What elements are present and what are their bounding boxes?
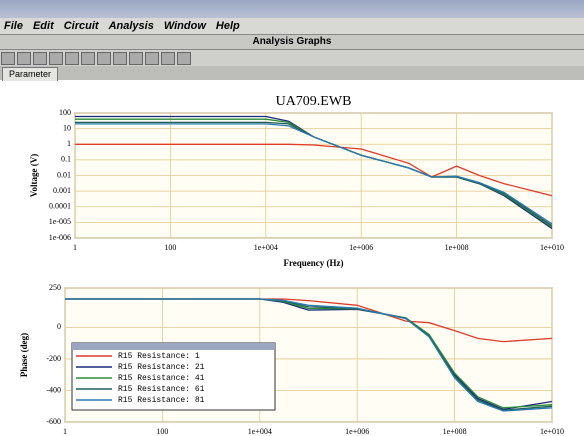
tab-row: Parameter — [0, 66, 584, 80]
tab-parameter[interactable]: Parameter — [2, 67, 58, 81]
menu-analysis[interactable]: Analysis — [109, 20, 154, 32]
y-tick-label: 0 — [57, 322, 61, 331]
y-tick-label: 1 — [67, 139, 71, 148]
title-bar — [0, 0, 584, 18]
menu-circuit[interactable]: Circuit — [64, 20, 99, 32]
y-axis-label: Phase (deg) — [19, 333, 29, 377]
menu-edit[interactable]: Edit — [33, 20, 54, 32]
y-tick-label: 0.01 — [57, 170, 71, 179]
x-tick-label: 1e+006 — [345, 427, 369, 436]
x-tick-label: 1e+006 — [349, 243, 373, 252]
x-tick-label: 100 — [156, 427, 168, 436]
y-tick-label: 1e-006 — [49, 233, 71, 242]
x-tick-label: 1e+008 — [443, 427, 467, 436]
y-tick-label: 0.001 — [53, 186, 71, 195]
menu-window[interactable]: Window — [164, 20, 206, 32]
app-window: File Edit Circuit Analysis Window Help Analys… — [0, 0, 584, 436]
x-axis-label: Frequency (Hz) — [283, 258, 343, 268]
x-tick-label: 1e+010 — [540, 243, 564, 252]
legend-label: R15 Resistance: 41 — [118, 374, 205, 383]
graphs: UA709.EWB 1e-006 1e-005 0.0001 0.001 0.01 0.1 1… — [0, 80, 584, 436]
y-tick-label: 1e-005 — [49, 217, 71, 226]
menu-bar: File Edit Circuit Analysis Window Help — [0, 18, 584, 34]
y-tick-label: -400 — [46, 385, 61, 394]
y-axis-label: Voltage (V) — [29, 154, 39, 197]
y-tick-label: -200 — [46, 354, 61, 363]
subwindow-title: Analysis Graphs — [0, 34, 584, 50]
y-tick-label: 250 — [49, 283, 61, 292]
x-tick-label: 1e+008 — [445, 243, 469, 252]
legend-label: R15 Resistance: 21 — [118, 363, 205, 372]
y-tick-label: 0.0001 — [49, 202, 71, 211]
legend-label: R15 Resistance: 1 — [118, 352, 200, 361]
x-tick-label: 1e+010 — [540, 427, 564, 436]
chart-title: UA709.EWB — [276, 94, 352, 109]
legend-header — [72, 343, 275, 350]
x-tick-label: 1e+004 — [248, 427, 272, 436]
y-tick-label: 0.1 — [61, 155, 71, 164]
x-tick-label: 1e+004 — [254, 243, 278, 252]
legend: R15 Resistance: 1 R15 Resistance: 21 R15 R… — [72, 343, 275, 410]
legend-label: R15 Resistance: 61 — [118, 385, 205, 394]
x-tick-label: 100 — [164, 243, 176, 252]
menu-file[interactable]: File — [4, 20, 23, 32]
x-tick-label: 1 — [73, 243, 77, 252]
legend-label: R15 Resistance: 81 — [118, 396, 205, 405]
x-tick-label: 1 — [63, 427, 67, 436]
y-tick-label: 10 — [63, 123, 71, 132]
y-tick-label: -600 — [46, 417, 61, 426]
y-tick-label: 100 — [59, 108, 71, 117]
toolbar — [0, 50, 584, 66]
menu-help[interactable]: Help — [216, 20, 240, 32]
